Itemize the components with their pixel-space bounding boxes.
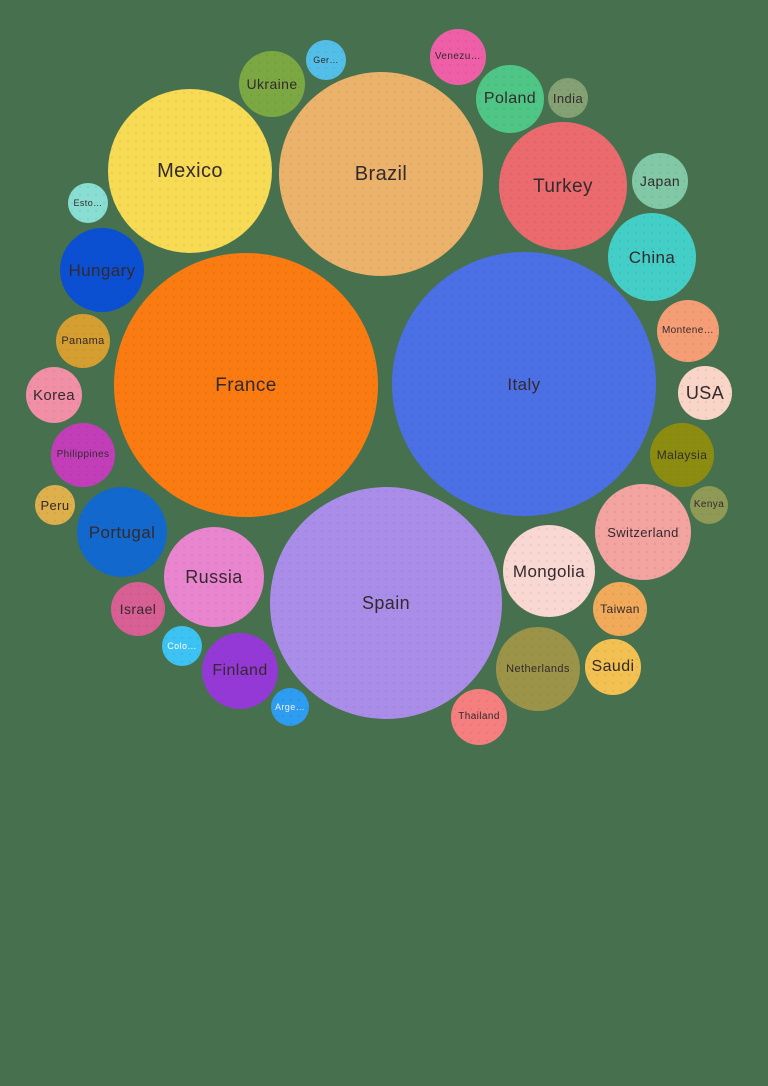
bubble-korea[interactable]: Korea	[26, 367, 82, 423]
bubble-label: Peru	[40, 497, 70, 513]
bubble-label: Colo…	[167, 640, 197, 651]
bubble-brazil[interactable]: Brazil	[279, 72, 483, 276]
bubble-label: Hungary	[68, 260, 136, 280]
bubble-label: Poland	[483, 90, 537, 107]
bubble-china[interactable]: China	[608, 213, 696, 301]
bubble-label: Ukraine	[246, 76, 298, 92]
bubble-label: Israel	[119, 601, 157, 617]
bubble-mongolia[interactable]: Mongolia	[503, 525, 595, 617]
bubble-label: Russia	[185, 567, 243, 587]
bubble-venezu[interactable]: Venezu…	[430, 29, 486, 85]
bubble-label: Japan	[639, 173, 681, 189]
bubble-label: France	[215, 374, 277, 396]
bubble-netherlands[interactable]: Netherlands	[496, 627, 580, 711]
bubble-label: Turkey	[533, 175, 593, 197]
bubble-label: Panama	[61, 334, 105, 347]
bubble-thailand[interactable]: Thailand	[451, 689, 507, 745]
bubble-label: Spain	[361, 593, 411, 613]
bubble-taiwan[interactable]: Taiwan	[593, 582, 647, 636]
bubble-russia[interactable]: Russia	[164, 527, 264, 627]
bubble-poland[interactable]: Poland	[476, 65, 544, 133]
bubble-label: USA	[685, 383, 725, 403]
bubble-hungary[interactable]: Hungary	[60, 228, 144, 312]
bubble-switzerland[interactable]: Switzerland	[595, 484, 691, 580]
bubble-label: Switzerland	[607, 524, 679, 540]
bubble-label: Portugal	[88, 522, 156, 542]
bubble-saudi[interactable]: Saudi	[585, 639, 641, 695]
bubble-label: Esto…	[73, 197, 103, 208]
bubble-montene[interactable]: Montene…	[657, 300, 719, 362]
bubble-arge[interactable]: Arge…	[271, 688, 309, 726]
bubble-label: China	[628, 247, 676, 267]
bubble-esto[interactable]: Esto…	[68, 183, 108, 223]
bubble-colo[interactable]: Colo…	[162, 626, 202, 666]
bubble-turkey[interactable]: Turkey	[499, 122, 627, 250]
bubble-finland[interactable]: Finland	[202, 633, 278, 709]
bubble-india[interactable]: India	[548, 78, 588, 118]
bubble-label: Kenya	[693, 499, 725, 510]
bubble-label: Thailand	[458, 711, 500, 722]
bubble-label: Taiwan	[600, 602, 640, 616]
bubble-france[interactable]: France	[114, 253, 378, 517]
bubble-israel[interactable]: Israel	[111, 582, 165, 636]
bubble-label: Mexico	[157, 160, 223, 182]
bubble-label: Ger…	[313, 54, 339, 65]
bubble-mexico[interactable]: Mexico	[108, 89, 272, 253]
bubble-label: Korea	[32, 386, 76, 404]
bubble-spain[interactable]: Spain	[270, 487, 502, 719]
bubble-label: Finland	[212, 662, 268, 679]
bubble-ger[interactable]: Ger…	[306, 40, 346, 80]
bubble-label: Montene…	[661, 325, 715, 336]
bubble-label: Netherlands	[506, 662, 570, 675]
bubble-label: Arge…	[274, 701, 305, 712]
bubble-kenya[interactable]: Kenya	[690, 486, 728, 524]
bubble-label: Saudi	[591, 658, 635, 675]
bubble-malaysia[interactable]: Malaysia	[650, 423, 714, 487]
bubble-label: Malaysia	[656, 448, 708, 462]
bubble-label: Mongolia	[512, 561, 586, 581]
bubble-italy[interactable]: Italy	[392, 252, 656, 516]
bubble-usa[interactable]: USA	[678, 366, 732, 420]
bubble-label: Italy	[507, 374, 541, 394]
bubble-panama[interactable]: Panama	[56, 314, 110, 368]
bubble-label: Philippines	[56, 449, 110, 460]
bubble-label: India	[552, 90, 584, 106]
bubble-philippines[interactable]: Philippines	[51, 423, 115, 487]
bubble-ukraine[interactable]: Ukraine	[239, 51, 305, 117]
bubble-label: Brazil	[354, 163, 408, 185]
bubble-portugal[interactable]: Portugal	[77, 487, 167, 577]
bubble-peru[interactable]: Peru	[35, 485, 75, 525]
bubble-label: Venezu…	[434, 51, 482, 62]
bubble-japan[interactable]: Japan	[632, 153, 688, 209]
